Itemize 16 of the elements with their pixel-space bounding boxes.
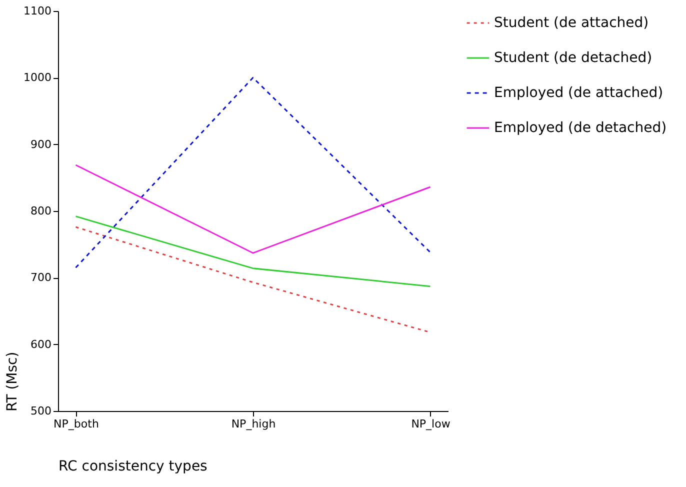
x-tick-label: NP_both [54,418,99,430]
legend-label: Student (de attached) [494,15,649,31]
legend-label: Employed (de detached) [494,120,667,136]
legend-label: Student (de detached) [494,50,652,66]
y-tick-label: 900 [30,138,52,151]
y-tick-label: 1100 [24,4,52,18]
y-axis-title: RT (Msc) [4,352,21,412]
y-tick-label: 600 [30,338,52,351]
legend-label: Employed (de attached) [494,85,664,101]
y-tick-label: 800 [30,204,52,218]
y-tick-label: 700 [30,271,52,284]
x-tick-label: NP_low [411,418,450,430]
x-tick-label: NP_high [231,418,276,430]
x-axis-title: RC consistency types [58,458,208,474]
y-tick-label: 1000 [24,71,52,84]
y-tick-label: 500 [30,404,52,418]
